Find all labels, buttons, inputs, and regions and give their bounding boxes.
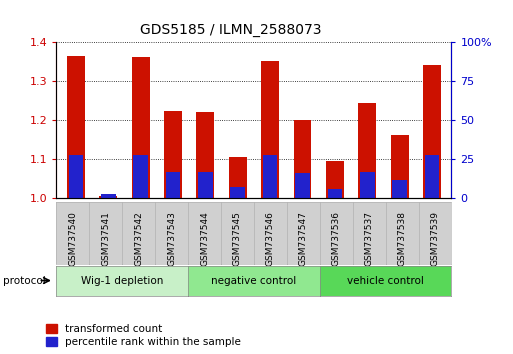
Bar (359, 103, 376, 198)
Bar (69, 155, 83, 198)
Bar (295, 173, 310, 198)
Bar (423, 65, 441, 198)
Bar (133, 155, 148, 198)
Bar (326, 161, 344, 198)
Text: GSM737538: GSM737538 (398, 211, 407, 266)
Bar (230, 187, 245, 198)
Text: GSM737543: GSM737543 (167, 211, 176, 266)
Legend: transformed count, percentile rank within the sample: transformed count, percentile rank withi… (46, 324, 241, 347)
Bar (328, 189, 342, 198)
Bar (392, 179, 407, 198)
Bar (261, 61, 279, 198)
Bar (196, 112, 214, 198)
Bar (67, 56, 85, 198)
Bar (198, 172, 213, 198)
Text: GSM737544: GSM737544 (200, 211, 209, 266)
Text: GSM737537: GSM737537 (365, 211, 373, 266)
Text: Wig-1 depletion: Wig-1 depletion (81, 275, 164, 286)
Bar (166, 172, 180, 198)
Text: GDS5185 / ILMN_2588073: GDS5185 / ILMN_2588073 (140, 23, 322, 37)
Text: GSM737536: GSM737536 (332, 211, 341, 266)
Bar (101, 194, 115, 198)
Bar (360, 172, 374, 198)
Text: GSM737541: GSM737541 (101, 211, 110, 266)
Bar (100, 196, 117, 198)
Text: GSM737540: GSM737540 (68, 211, 77, 266)
Bar (229, 157, 247, 198)
Text: GSM737547: GSM737547 (299, 211, 308, 266)
Text: vehicle control: vehicle control (347, 275, 424, 286)
Bar (132, 57, 149, 198)
Bar (425, 155, 439, 198)
Bar (391, 135, 408, 198)
Bar (293, 120, 311, 198)
Text: protocol: protocol (3, 275, 45, 286)
Text: GSM737539: GSM737539 (430, 211, 440, 266)
Text: GSM737542: GSM737542 (134, 211, 143, 266)
Bar (164, 110, 182, 198)
Text: GSM737545: GSM737545 (233, 211, 242, 266)
Text: negative control: negative control (211, 275, 297, 286)
Bar (263, 155, 278, 198)
Text: GSM737546: GSM737546 (266, 211, 275, 266)
